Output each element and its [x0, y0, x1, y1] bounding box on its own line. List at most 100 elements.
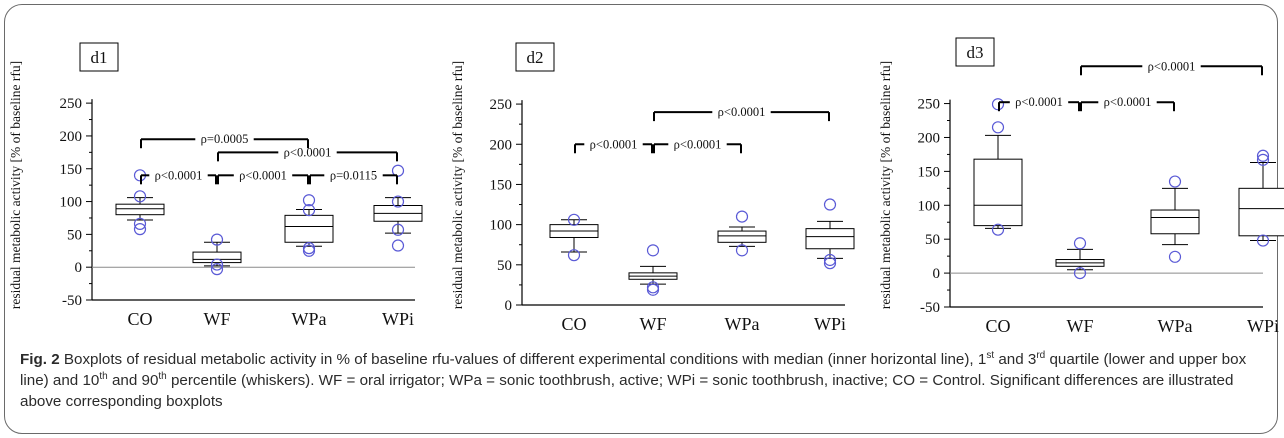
y-tick-label: 50	[67, 227, 82, 243]
outlier-point	[823, 198, 837, 211]
caption-fragment: quartile (lower and upper box line) and …	[20, 351, 1247, 389]
y-tick-label: 100	[490, 218, 513, 234]
significance-bracket: ρ<0.0001	[653, 105, 830, 122]
y-tick-label: 0	[75, 260, 83, 276]
iqr-box	[1238, 187, 1284, 237]
panel-d1: d1 residual metabolic activity [% of base…	[8, 42, 423, 329]
panel-label: d2	[527, 48, 544, 67]
outlier-point	[133, 223, 147, 236]
p-value-label: ρ<0.0001	[1104, 95, 1152, 109]
outlier-point	[823, 253, 837, 267]
y-tick-label: 250	[918, 97, 941, 113]
outlier-point	[735, 244, 749, 257]
figure-caption: Fig. 2 Boxplots of residual metabolic ac…	[20, 349, 1265, 412]
panel-label-box	[79, 42, 119, 72]
outlier-point	[991, 223, 1005, 236]
panel-label: d1	[91, 48, 108, 67]
outlier-point	[210, 258, 224, 271]
outlier-point	[302, 203, 316, 217]
outlier-point	[210, 233, 224, 246]
category-label: WPa	[292, 309, 327, 329]
outlier-point	[991, 121, 1005, 134]
outlier-point	[1256, 153, 1270, 166]
p-value-label: ρ<0.0001	[674, 137, 722, 151]
significance-bracket: ρ<0.0001	[653, 137, 742, 154]
y-tick-label: 250	[490, 97, 513, 113]
category-label: WF	[640, 314, 667, 334]
y-tick-label: 200	[490, 137, 513, 153]
y-tick-label: 50	[497, 258, 512, 274]
p-value-label: ρ<0.0001	[239, 168, 287, 182]
caption-superscript: rd	[1036, 349, 1046, 361]
outlier-point	[1073, 237, 1087, 250]
iqr-box	[717, 230, 767, 243]
category-label: WF	[204, 309, 231, 329]
y-tick-label: 150	[490, 177, 513, 193]
iqr-box	[284, 214, 334, 243]
significance-bracket: ρ<0.0001	[1080, 59, 1263, 76]
boxplot-wpa	[284, 194, 334, 257]
boxplot-wf	[1055, 237, 1105, 280]
y-tick-label: 100	[918, 198, 941, 214]
significance-bracket: ρ=0.0115	[309, 168, 398, 185]
y-axis-label: residual metabolic activity [% of baseli…	[8, 61, 23, 309]
category-label: WPi	[1247, 316, 1279, 336]
boxplot-co	[973, 98, 1023, 236]
caption-fragment: Boxplots of residual metabolic activity …	[59, 351, 987, 368]
outlier-point	[302, 242, 316, 255]
category-label: WPa	[725, 314, 760, 334]
boxplot-wpa	[717, 210, 767, 257]
y-tick-label: 0	[933, 266, 941, 282]
caption-superscript: th	[158, 370, 167, 382]
significance-bracket: ρ<0.0001	[574, 137, 653, 154]
outlier-point	[391, 239, 405, 252]
outlier-point	[735, 210, 749, 223]
y-tick-label: 100	[60, 195, 83, 211]
figure-label: Fig. 2	[20, 351, 60, 368]
figure-panels: d1 residual metabolic activity [% of base…	[8, 37, 1284, 336]
y-tick-label: -50	[62, 293, 82, 309]
outlier-point	[646, 283, 660, 296]
outlier-point	[567, 249, 581, 262]
iqr-box	[973, 158, 1023, 227]
category-label: WPa	[1158, 316, 1193, 336]
caption-text: Boxplots of residual metabolic activity …	[20, 349, 1247, 410]
p-value-label: ρ=0.0005	[201, 132, 249, 146]
outlier-point	[1256, 234, 1270, 247]
y-tick-label: -50	[920, 300, 940, 316]
panel-label-box	[955, 37, 995, 67]
significance-bracket: ρ<0.0001	[140, 168, 217, 185]
y-axis-label: residual metabolic activity [% of baseli…	[450, 61, 465, 309]
caption-superscript: st	[986, 349, 995, 361]
outlier-point	[823, 257, 837, 270]
outlier-point	[1168, 250, 1182, 263]
category-label: CO	[561, 314, 586, 334]
outlier-point	[133, 190, 147, 203]
category-label: WPi	[382, 309, 414, 329]
boxplot-wpi	[373, 164, 423, 252]
outlier-point	[1073, 266, 1087, 280]
significance-bracket: ρ<0.0001	[217, 145, 398, 162]
iqr-box	[805, 228, 855, 250]
significance-bracket: ρ=0.0005	[140, 132, 309, 149]
boxplot-wf	[192, 233, 242, 276]
boxplot-wpi	[805, 198, 855, 270]
outlier-point	[646, 244, 660, 257]
category-label: CO	[127, 309, 152, 329]
boxplot-wpi	[1238, 149, 1284, 247]
caption-fragment: and 3	[994, 351, 1037, 368]
p-value-label: ρ<0.0001	[155, 168, 203, 182]
outlier-point	[1256, 149, 1270, 162]
iqr-box	[1150, 209, 1200, 235]
category-label: CO	[985, 316, 1010, 336]
caption-superscript: th	[99, 370, 108, 382]
outlier-point	[391, 223, 405, 236]
category-label: WF	[1067, 316, 1094, 336]
y-tick-label: 150	[918, 164, 941, 180]
y-tick-label: 200	[60, 129, 83, 145]
iqr-box	[115, 203, 165, 216]
boxplot-co	[549, 213, 599, 262]
panel-d2: d2 residual metabolic activity [% of base…	[450, 42, 855, 334]
p-value-label: ρ<0.0001	[284, 145, 332, 159]
y-axis-label: residual metabolic activity [% of baseli…	[878, 61, 893, 309]
